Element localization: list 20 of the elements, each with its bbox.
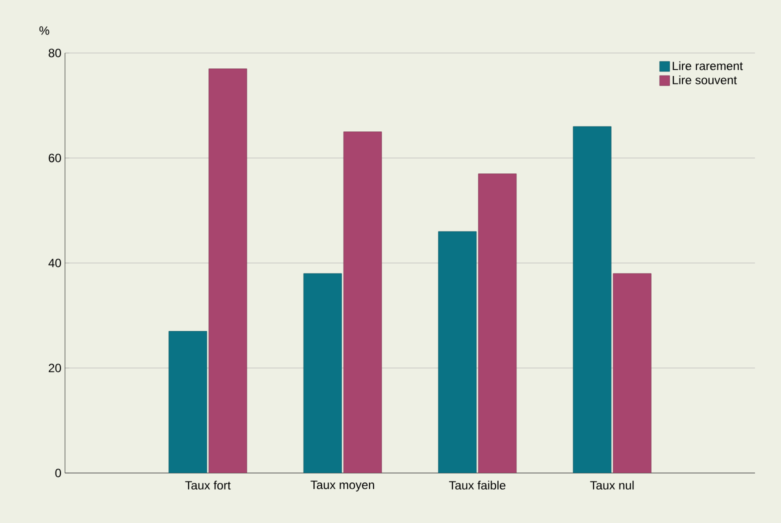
y-tick-label: 40 bbox=[48, 258, 62, 268]
y-tick-label: 80 bbox=[48, 48, 62, 58]
bar bbox=[438, 231, 477, 473]
bar bbox=[572, 126, 612, 473]
bar bbox=[168, 331, 208, 473]
x-tick-label: Taux faible bbox=[449, 480, 506, 490]
y-axis-title: % bbox=[39, 26, 50, 35]
y-tick-label: 60 bbox=[48, 154, 62, 162]
legend-label: Lire souvent bbox=[672, 76, 737, 84]
x-tick-label: Taux nul bbox=[590, 480, 634, 490]
bar bbox=[208, 68, 248, 473]
bar bbox=[343, 132, 382, 473]
bar bbox=[612, 273, 652, 473]
bar bbox=[478, 174, 517, 473]
legend-label: Lire rarement bbox=[672, 61, 743, 70]
bar bbox=[303, 273, 342, 473]
x-tick-label: Taux moyen bbox=[310, 480, 374, 492]
y-tick-label: 0 bbox=[55, 468, 62, 478]
y-tick-label: 20 bbox=[48, 364, 62, 372]
x-tick-label: Taux fort bbox=[185, 480, 231, 490]
